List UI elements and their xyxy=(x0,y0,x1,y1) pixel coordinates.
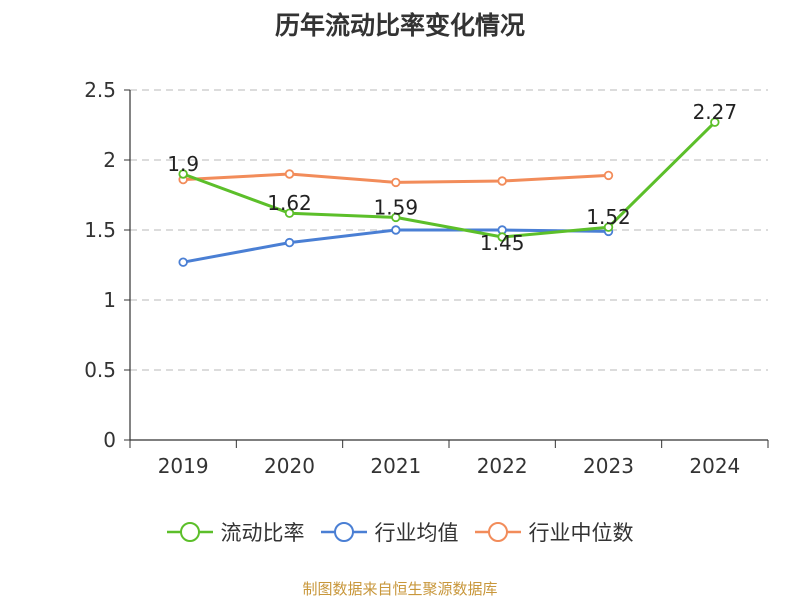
data-point xyxy=(284,208,295,218)
x-tick-label: 2023 xyxy=(583,454,634,478)
legend-item[interactable]: 行业中位数 xyxy=(474,517,634,547)
legend-label: 行业均值 xyxy=(374,521,459,545)
data-point xyxy=(603,222,614,232)
x-tick-label: 2021 xyxy=(370,454,421,478)
data-point xyxy=(391,212,401,223)
legend: 流动比率 行业均值 行业中位数 xyxy=(0,517,800,547)
chart-title: 历年流动比率变化情况 xyxy=(274,11,525,40)
series-lines xyxy=(178,117,720,267)
y-tick-label: 2 xyxy=(103,148,116,172)
data-label: 1.52 xyxy=(586,205,631,229)
data-label: 2.27 xyxy=(693,100,738,124)
data-label: 1.59 xyxy=(374,195,419,219)
data-point xyxy=(178,169,188,179)
legend-marker-icon xyxy=(166,522,213,542)
x-tick-label: 2022 xyxy=(477,454,528,478)
source-note: 制图数据来自恒生聚源数据库 xyxy=(302,580,498,598)
data-point xyxy=(178,257,188,267)
series-line-0 xyxy=(182,121,716,239)
x-tick-label: 2020 xyxy=(264,454,315,478)
y-tick-label: 0.5 xyxy=(84,358,116,382)
data-point xyxy=(710,117,720,127)
legend-item[interactable]: 流动比率 xyxy=(166,517,305,547)
y-tick-label: 1 xyxy=(103,288,116,312)
x-tick-label: 2019 xyxy=(158,454,209,478)
data-label: 1.62 xyxy=(267,191,312,215)
data-point xyxy=(497,176,507,186)
legend-item[interactable]: 行业均值 xyxy=(320,517,459,547)
legend-marker-icon xyxy=(474,522,521,542)
y-tick-label: 2.5 xyxy=(84,78,116,102)
data-point xyxy=(391,177,401,188)
data-point xyxy=(391,225,401,235)
data-point xyxy=(497,232,507,242)
y-tick-label: 1.5 xyxy=(84,218,116,242)
data-label: 1.9 xyxy=(167,152,199,176)
y-tick-label: 0 xyxy=(103,428,116,452)
legend-label: 流动比率 xyxy=(220,521,305,545)
series-line-1 xyxy=(182,228,609,264)
x-tick-label: 2024 xyxy=(689,454,740,478)
data-labels: 1.9 1.62 1.59 1.45 1.52 2.27 xyxy=(167,100,737,255)
legend-marker-icon xyxy=(320,522,367,542)
data-point xyxy=(284,237,295,248)
legend-label: 行业中位数 xyxy=(528,521,634,545)
data-point xyxy=(603,170,614,181)
data-point xyxy=(284,169,295,179)
data-label: 1.45 xyxy=(480,231,525,255)
